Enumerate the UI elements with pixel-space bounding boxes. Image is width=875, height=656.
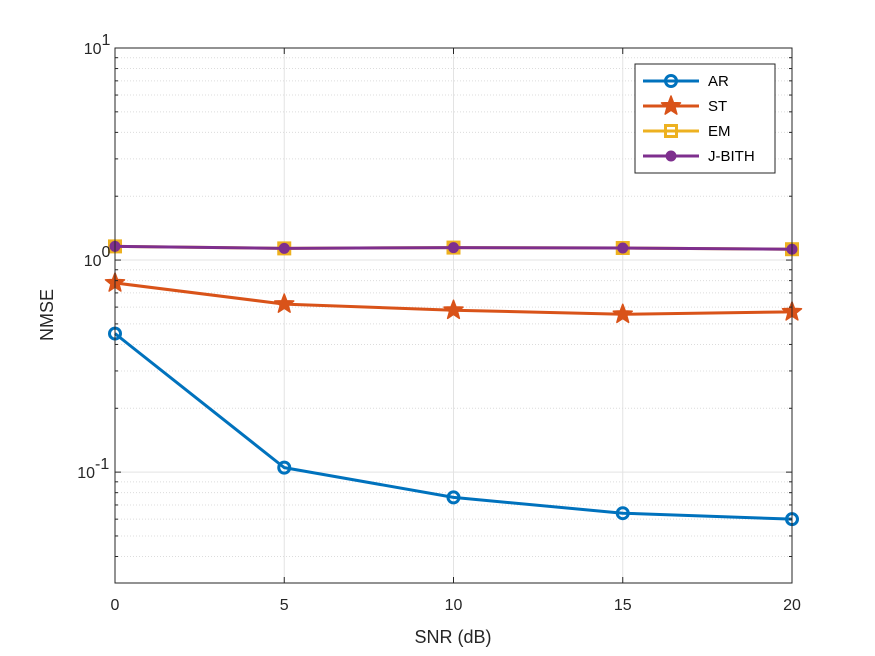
legend-label-j-bith: J-BITH — [708, 148, 755, 165]
legend-label-ar: AR — [708, 73, 729, 90]
y-tick-label: 100 — [84, 244, 111, 270]
ticks — [114, 47, 793, 584]
y-tick-base: 10 — [84, 253, 102, 270]
legend-marker-j-bith — [665, 150, 677, 162]
y-tick-exponent: 0 — [102, 244, 111, 261]
series-line-ar — [114, 332, 793, 521]
legend-marker-st — [660, 95, 682, 115]
data-point-j-bith — [278, 242, 290, 254]
data-point-ar — [615, 506, 630, 521]
legend-label-em: EM — [708, 123, 731, 140]
data-point-st — [443, 299, 464, 320]
y-axis-label: NMSE — [37, 289, 57, 341]
x-tick-labels: 0 5 10 15 20 — [111, 597, 801, 614]
y-tick-label: 10-1 — [77, 456, 109, 482]
legend-marker-em — [664, 124, 678, 138]
y-tick-base: 10 — [77, 465, 95, 482]
data-point-ar — [446, 490, 461, 505]
x-tick-label: 5 — [280, 597, 289, 614]
legend: AR ST EM J-BITH — [634, 63, 776, 174]
y-tick-label: 101 — [84, 32, 111, 58]
data-point-j-bith — [617, 242, 629, 254]
data-point-st — [273, 293, 295, 313]
data-point-j-bith — [448, 242, 459, 254]
legend-label-st: ST — [708, 98, 727, 115]
y-tick-base: 10 — [84, 41, 102, 58]
y-tick-exponent: -1 — [95, 456, 109, 473]
data-point-st — [612, 303, 634, 324]
x-tick-label: 10 — [445, 597, 463, 614]
y-tick-exponent: 1 — [102, 32, 111, 49]
data-point-ar — [277, 460, 292, 475]
legend-marker-ar — [664, 74, 678, 88]
x-tick-label: 0 — [111, 597, 120, 614]
x-tick-label: 20 — [783, 597, 801, 614]
x-tick-label: 15 — [614, 597, 632, 614]
x-axis-label: SNR (dB) — [414, 627, 491, 647]
